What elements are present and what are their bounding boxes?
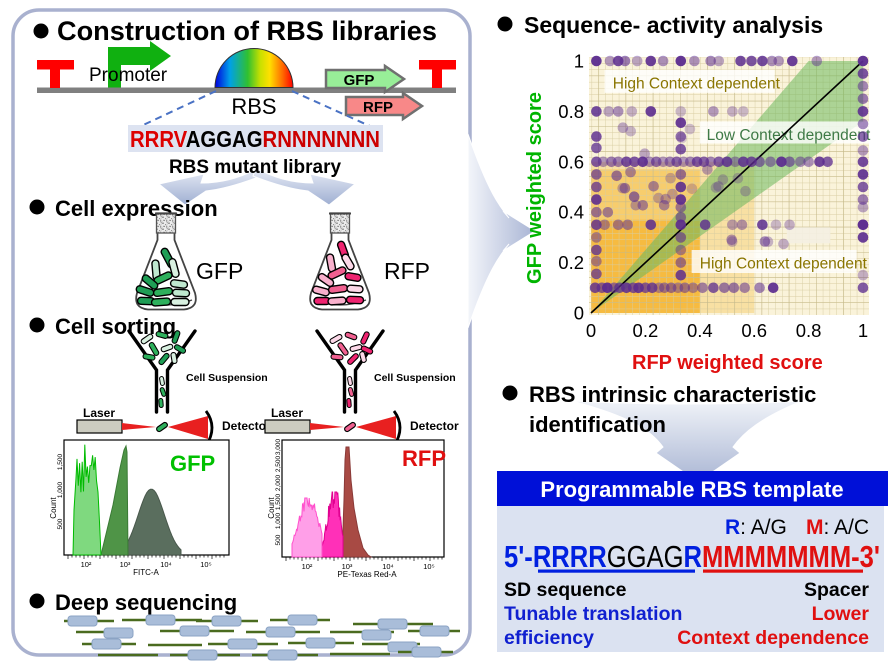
svg-text:500: 500 xyxy=(275,534,282,545)
svg-text:identification: identification xyxy=(529,412,666,437)
svg-text:Construction of RBS libraries: Construction of RBS libraries xyxy=(57,16,437,46)
svg-text:RFP: RFP xyxy=(384,258,430,284)
svg-text:efficiency: efficiency xyxy=(504,627,594,649)
svg-text:FITC-A: FITC-A xyxy=(133,568,159,577)
svg-text:R: A/G: R: A/G xyxy=(725,516,787,539)
svg-text:1: 1 xyxy=(574,51,584,72)
svg-text:RBS: RBS xyxy=(231,94,276,119)
svg-text:Detector: Detector xyxy=(410,419,459,433)
svg-text:Cell Suspension: Cell Suspension xyxy=(374,372,456,384)
svg-text:RFP: RFP xyxy=(402,446,446,471)
svg-text:10³: 10³ xyxy=(342,562,353,571)
svg-text:Sequence- activity analysis: Sequence- activity analysis xyxy=(524,12,823,38)
svg-text:0.6: 0.6 xyxy=(558,151,584,172)
svg-text:RBS mutant library: RBS mutant library xyxy=(169,157,342,178)
svg-text:PE-Texas Red-A: PE-Texas Red-A xyxy=(337,570,397,579)
svg-text:0.8: 0.8 xyxy=(558,101,584,122)
svg-text:0.2: 0.2 xyxy=(558,252,584,273)
svg-text:Promoter: Promoter xyxy=(89,65,168,86)
svg-text:GFP: GFP xyxy=(170,451,215,476)
svg-text:0.2: 0.2 xyxy=(633,320,659,341)
svg-text:High Context dependent: High Context dependent xyxy=(700,255,868,272)
svg-text:Detector: Detector xyxy=(222,419,271,433)
svg-text:M: A/C: M: A/C xyxy=(806,516,869,539)
svg-text:Low Context dependent: Low Context dependent xyxy=(707,127,871,144)
svg-text:10⁴: 10⁴ xyxy=(382,562,394,571)
svg-text:Deep sequencing: Deep sequencing xyxy=(55,590,237,615)
svg-text:GFP weighted score: GFP weighted score xyxy=(524,92,546,284)
svg-text:Laser: Laser xyxy=(271,406,303,420)
svg-text:GFP: GFP xyxy=(196,258,243,284)
svg-text:Count: Count xyxy=(49,497,58,519)
svg-text:RFP: RFP xyxy=(363,99,393,116)
svg-text:10⁵: 10⁵ xyxy=(423,562,434,571)
svg-text:0: 0 xyxy=(586,320,596,341)
svg-text:1: 1 xyxy=(858,320,868,341)
svg-text:0.4: 0.4 xyxy=(687,320,713,341)
svg-text:Cell expression: Cell expression xyxy=(55,196,218,221)
svg-text:10⁴: 10⁴ xyxy=(160,560,172,569)
svg-text:1,500: 1,500 xyxy=(275,493,282,510)
svg-text:1,000: 1,000 xyxy=(275,512,282,529)
svg-text:Tunable translation: Tunable translation xyxy=(504,603,682,625)
svg-text:10⁵: 10⁵ xyxy=(200,560,211,569)
svg-text:High Context dependent: High Context dependent xyxy=(613,76,781,93)
svg-text:3,000: 3,000 xyxy=(275,438,282,455)
svg-text:SD sequence: SD sequence xyxy=(504,579,627,601)
svg-text:1,500: 1,500 xyxy=(57,453,64,470)
svg-text:2,000: 2,000 xyxy=(275,474,282,491)
svg-text:0.8: 0.8 xyxy=(796,320,822,341)
svg-text:Programmable RBS template: Programmable RBS template xyxy=(540,477,843,502)
svg-text:10³: 10³ xyxy=(120,560,131,569)
svg-text:Cell Suspension: Cell Suspension xyxy=(186,372,268,384)
svg-text:Spacer: Spacer xyxy=(804,579,869,601)
svg-text:0.4: 0.4 xyxy=(558,202,584,223)
svg-text:10²: 10² xyxy=(81,560,92,569)
svg-text:5'-RRRRGGAGRMMMMMMM-3': 5'-RRRRGGAGRMMMMMMM-3' xyxy=(504,539,880,574)
svg-text:10²: 10² xyxy=(302,562,313,571)
svg-text:RBS intrinsic characteristic: RBS intrinsic characteristic xyxy=(529,382,816,407)
svg-text:0.6: 0.6 xyxy=(741,320,767,341)
svg-text:0: 0 xyxy=(574,303,584,324)
svg-text:500: 500 xyxy=(57,518,64,529)
svg-text:RRRVAGGAGRNNNNNNN: RRRVAGGAGRNNNNNNN xyxy=(130,126,380,152)
svg-text:GFP: GFP xyxy=(344,72,375,89)
svg-text:RFP weighted score: RFP weighted score xyxy=(632,352,823,374)
svg-text:Lower: Lower xyxy=(812,603,870,625)
svg-text:Count: Count xyxy=(267,497,276,519)
svg-text:2,500: 2,500 xyxy=(275,455,282,472)
svg-text:1,000: 1,000 xyxy=(57,481,64,498)
svg-text:Context dependence: Context dependence xyxy=(677,627,869,649)
svg-text:Laser: Laser xyxy=(83,406,115,420)
